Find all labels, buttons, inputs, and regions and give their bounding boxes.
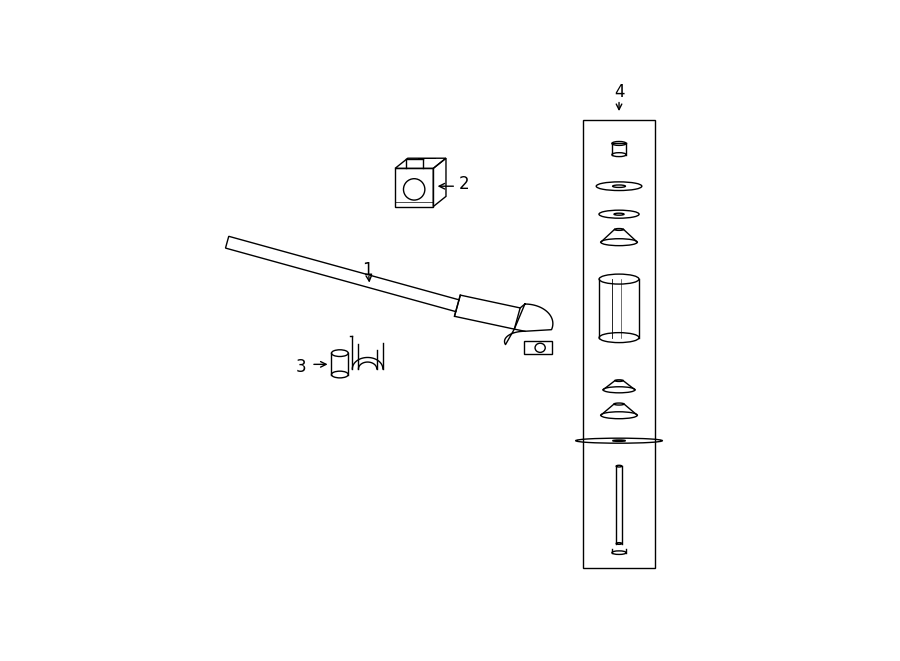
Text: 3: 3 (295, 358, 306, 376)
Text: 4: 4 (614, 83, 625, 101)
Bar (583, 120, 654, 568)
Text: 2: 2 (459, 175, 469, 192)
Text: 1: 1 (362, 261, 373, 279)
